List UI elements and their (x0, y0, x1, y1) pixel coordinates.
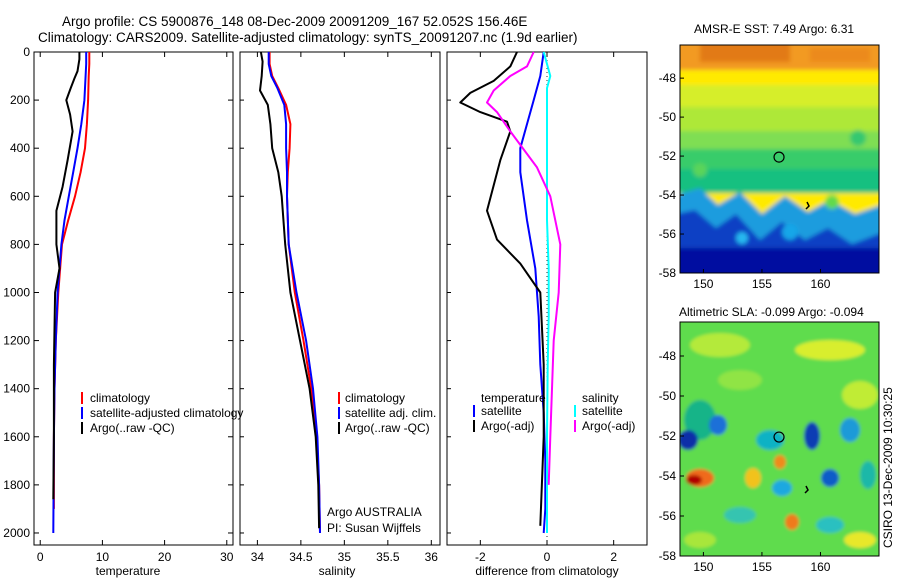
legend-label-temp-satellite: satellite (481, 404, 522, 418)
argo-pi-label: PI: Susan Wijffels (327, 521, 421, 535)
legend-label-argo: Argo(..raw -QC) (90, 421, 175, 435)
sst_map-y-tick-label: -52 (659, 149, 677, 163)
sla_map-x-tick-label: 160 (810, 560, 830, 574)
x-tick-label: 20 (158, 550, 172, 564)
sla_map-y-tick-label: -54 (659, 469, 677, 483)
sst-map (679, 44, 880, 274)
sla_map-y-tick-label: -50 (659, 389, 677, 403)
sla_map-x-tick-label: 155 (752, 560, 772, 574)
salinity-plot: 34 34.5 35 35.5 36 (240, 51, 439, 564)
x-tick-label: 30 (220, 550, 234, 564)
salinity-axis-label: salinity (319, 564, 356, 578)
argo-program-label: Argo AUSTRALIA (327, 505, 422, 519)
generated-stamp: CSIRO 13-Dec-2009 10:30:25 (881, 387, 895, 548)
y-tick-label: 1400 (3, 382, 30, 396)
difference-plot: -2 0 2 (447, 51, 617, 564)
sla-map-title: Altimetric SLA: -0.099 Argo: -0.094 (679, 305, 864, 319)
sst-map-title: AMSR-E SST: 7.49 Argo: 6.31 (694, 22, 855, 36)
salinity-legend: climatology satellite adj. clim. Argo(..… (338, 391, 436, 435)
series-line-satellite-adj-clim- (267, 52, 321, 534)
sla_map-x-tick-label: 150 (693, 560, 713, 574)
figure-title: Argo profile: CS 5900876_148 08-Dec-2009… (62, 14, 528, 29)
sla_map-y-tick-label: -52 (659, 429, 677, 443)
sst_map-y-tick-label: -58 (659, 266, 677, 280)
y-tick-label: 2000 (3, 526, 30, 540)
sst_map-y-tick-label: -54 (659, 188, 677, 202)
sla_map-y-tick-label: -56 (659, 509, 677, 523)
series-line-argo-raw-qc- (52, 52, 81, 500)
x-tick-label: 35.5 (376, 550, 400, 564)
legend-label-climatology: climatology (345, 391, 405, 405)
x-tick-label: 34 (251, 550, 265, 564)
sst-float-marker (773, 151, 785, 163)
map-axes: 150 155 160 -48 -50 -52 -54 -56 -58 150 155 160 -48 -… (659, 71, 831, 574)
sla-field (680, 322, 879, 556)
sla-track-mark (804, 485, 809, 494)
x-tick-label: 0 (37, 550, 44, 564)
x-tick-label: -2 (475, 550, 486, 564)
sla-map-frame (679, 321, 880, 557)
legend-label-sal-satellite: satellite (582, 404, 623, 418)
sst_map-y-tick-label: -48 (659, 71, 677, 85)
temperature-legend: climatology satellite-adjusted climatolo… (81, 391, 243, 435)
series-line-temperature-argo-adj- (459, 51, 545, 526)
temperature-axis-label: temperature (96, 564, 161, 578)
legend-heading-temperature: temperature (481, 391, 546, 405)
sst_map-x-tick-label: 155 (752, 277, 772, 291)
legend-label-temp-argo: Argo(-adj) (481, 419, 534, 433)
sst_map-y-tick-label: -56 (659, 227, 677, 241)
y-tick-label: 600 (10, 189, 30, 203)
sla_map-y-tick-label: -48 (659, 349, 677, 363)
series-line-temperature-satellite (519, 51, 547, 534)
legend-label-satellite: satellite-adjusted climatology (90, 406, 243, 420)
y-tick-label: 1000 (3, 285, 30, 299)
sst_map-x-tick-label: 160 (810, 277, 830, 291)
salinity-plot-frame (239, 51, 441, 546)
legend-label-satellite: satellite adj. clim. (345, 406, 436, 420)
x-tick-label: 0 (544, 550, 551, 564)
sst_map-x-tick-label: 150 (693, 277, 713, 291)
temperature-plot: 0 10 20 30 0 200 400 600 800 1000 1200 1400 1600 1800… (3, 45, 233, 564)
y-tick-label: 1800 (3, 478, 30, 492)
difference-legend: temperature satellite Argo(-adj) salinit… (473, 391, 635, 433)
y-tick-label: 400 (10, 141, 30, 155)
difference-axis-label: difference from climatology (475, 564, 618, 578)
x-tick-label: 35 (338, 550, 352, 564)
y-tick-label: 0 (23, 45, 30, 59)
x-tick-label: 36 (425, 550, 439, 564)
y-tick-label: 800 (10, 237, 30, 251)
series-line-argo-raw-qc- (259, 51, 321, 529)
x-tick-label: 34.5 (289, 550, 313, 564)
figure-subtitle: Climatology: CARS2009. Satellite-adjuste… (38, 30, 578, 45)
y-tick-label: 200 (10, 93, 30, 107)
sst-track-mark (805, 201, 810, 210)
x-tick-label: 2 (610, 550, 617, 564)
y-tick-label: 1200 (3, 334, 30, 348)
sla_map-y-tick-label: -58 (659, 549, 677, 563)
legend-label-sal-argo: Argo(-adj) (582, 419, 635, 433)
sst-map-frame (679, 44, 880, 274)
sst-field (680, 45, 879, 273)
legend-label-climatology: climatology (90, 391, 150, 405)
series-line-salinity-satellite (542, 51, 552, 533)
y-tick-label: 1600 (3, 430, 30, 444)
series-line-satellite-adjusted-climatology (52, 52, 88, 534)
series-line-salinity-argo-adj- (486, 51, 562, 485)
sla-float-marker (773, 431, 785, 443)
x-tick-label: 10 (96, 550, 110, 564)
temperature-plot-frame (33, 51, 234, 546)
legend-label-argo: Argo(..raw -QC) (345, 421, 430, 435)
legend-heading-salinity: salinity (582, 391, 619, 405)
sla-map (679, 321, 880, 557)
sst_map-y-tick-label: -50 (659, 110, 677, 124)
